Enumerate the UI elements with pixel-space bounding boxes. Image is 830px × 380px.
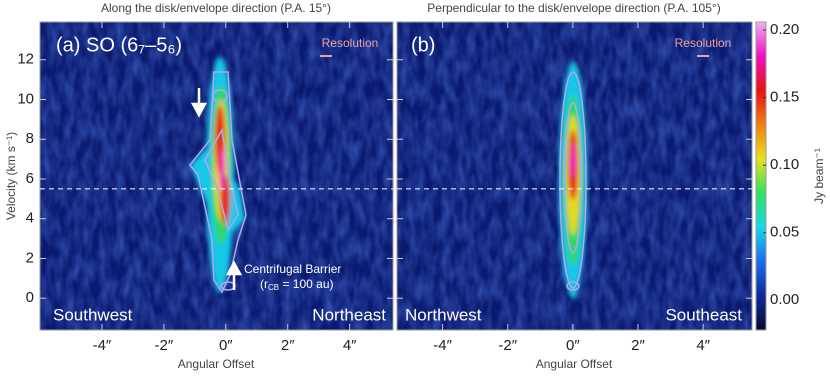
arrows (190, 88, 243, 290)
y-tick-label: 10 (17, 90, 34, 107)
annotation-suffix: = 100 au) (279, 277, 333, 291)
x-tick-label: -4″ (93, 337, 112, 354)
x-tick-label: -2″ (498, 337, 517, 354)
annotation-prefix: (r (260, 277, 268, 291)
colorbar-tick-label: 0.20 (770, 21, 799, 38)
panel-frame (396, 21, 753, 331)
colorbar-tick-label: 0.10 (770, 156, 799, 173)
x-tick-label: 4″ (343, 337, 357, 354)
y-tick-label: 12 (17, 51, 34, 68)
panel-frame (39, 21, 394, 331)
colorbar-tick-label: 0.00 (770, 291, 799, 308)
panel-label: (b) (411, 34, 435, 56)
x-axis-label: Angular Offset (536, 357, 613, 371)
x-axis-label: Angular Offset (178, 357, 255, 371)
x-tick-label: -2″ (155, 337, 174, 354)
y-tick-label: 8 (26, 130, 34, 147)
direction-label: Northwest (405, 305, 482, 324)
colorbar-label: Jy beam⁻¹ (812, 148, 826, 204)
direction-label: Northeast (312, 305, 386, 324)
y-axis-label: Velocity (km s⁻¹) (4, 132, 18, 220)
x-tick-label: 0″ (219, 337, 233, 354)
panel-label: (a) SO (6₇–5₆) (56, 34, 182, 56)
annotation-radius: (rCB = 100 au) (260, 277, 334, 292)
direction-label: Southeast (665, 305, 742, 324)
annotation-subscript: CB (268, 283, 279, 292)
annotation-title: Centrifugal Barrier (244, 262, 341, 276)
resolution-label: Resolution (675, 36, 732, 50)
x-tick-label: 0″ (566, 337, 580, 354)
y-tick-label: 4 (26, 210, 34, 227)
contours (189, 71, 247, 294)
panel-title: Perpendicular to the disk/envelope direc… (427, 1, 720, 15)
colorbar-tick-label: 0.05 (770, 224, 799, 241)
colorbar (755, 21, 767, 331)
resolution-label: Resolution (322, 36, 379, 50)
y-tick-label: 0 (26, 289, 34, 306)
contours (559, 71, 587, 291)
x-tick-label: 4″ (696, 337, 710, 354)
panel-title: Along the disk/envelope direction (P.A. … (101, 1, 331, 15)
x-tick-label: 2″ (281, 337, 295, 354)
direction-label: Southwest (53, 305, 133, 324)
x-tick-label: 2″ (631, 337, 645, 354)
colorbar-tick-label: 0.15 (770, 89, 799, 106)
x-tick-label: -4″ (433, 337, 452, 354)
y-tick-label: 2 (26, 249, 34, 266)
y-tick-label: 6 (26, 170, 34, 187)
emission (559, 62, 587, 298)
